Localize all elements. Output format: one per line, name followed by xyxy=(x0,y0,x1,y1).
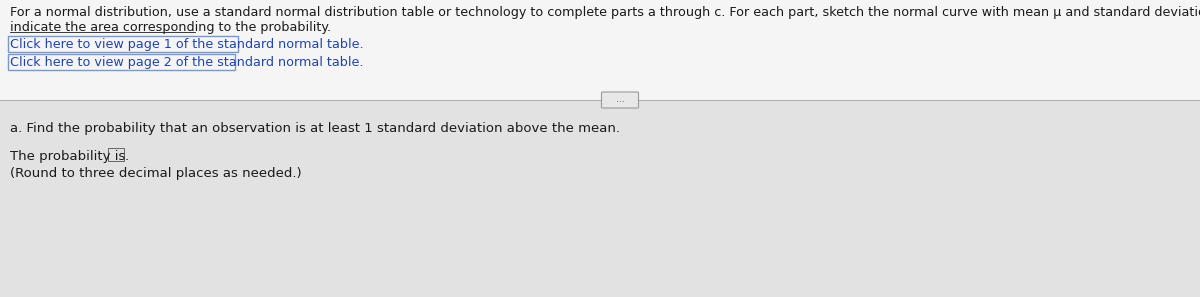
Text: indicate the area corresponding to the probability.: indicate the area corresponding to the p… xyxy=(10,21,331,34)
Bar xyxy=(0,0,1200,100)
Text: The probability is: The probability is xyxy=(10,150,125,163)
Text: ...: ... xyxy=(616,96,624,105)
FancyBboxPatch shape xyxy=(601,92,638,108)
Text: Click here to view page 2 of the standard normal table.: Click here to view page 2 of the standar… xyxy=(10,56,364,69)
Text: Click here to view page 1 of the standard normal table.: Click here to view page 1 of the standar… xyxy=(10,38,364,51)
FancyBboxPatch shape xyxy=(108,148,124,161)
Text: a. Find the probability that an observation is at least 1 standard deviation abo: a. Find the probability that an observat… xyxy=(10,122,620,135)
Text: For a normal distribution, use a standard normal distribution table or technolog: For a normal distribution, use a standar… xyxy=(10,6,1200,19)
Bar xyxy=(0,100,1200,297)
Text: (Round to three decimal places as needed.): (Round to three decimal places as needed… xyxy=(10,167,301,180)
Text: .: . xyxy=(125,150,130,163)
